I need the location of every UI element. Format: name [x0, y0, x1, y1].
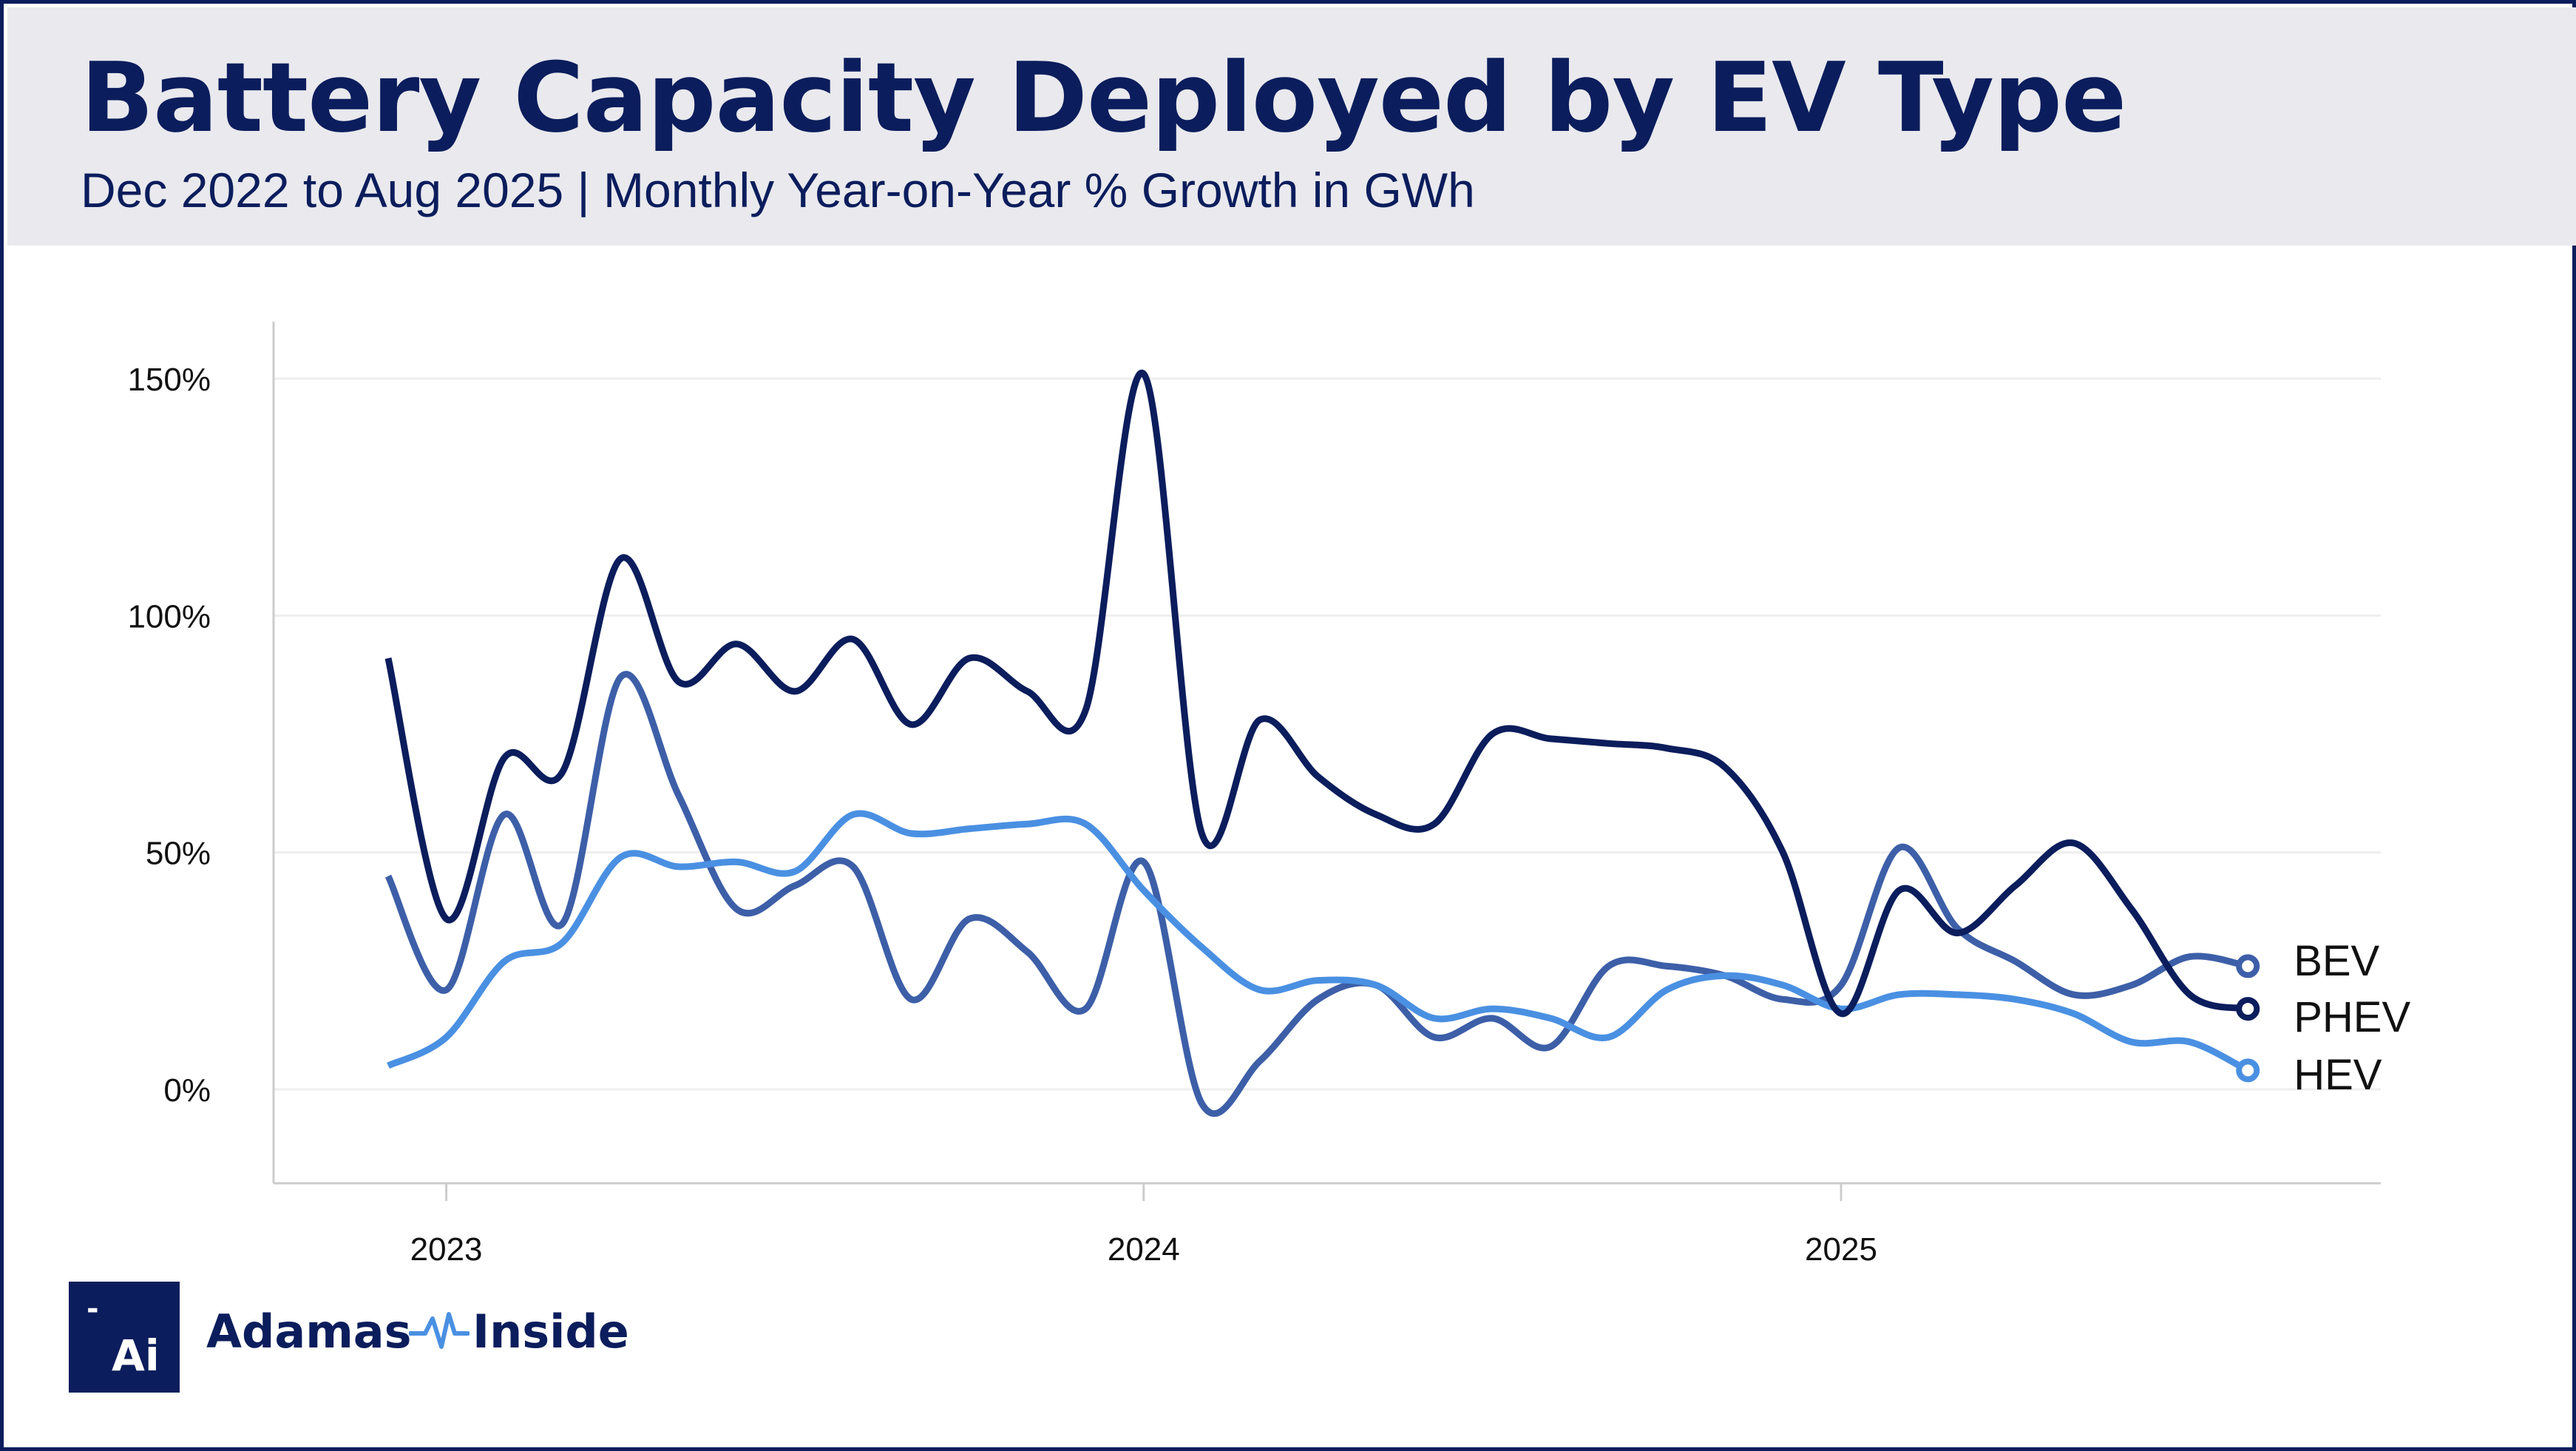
line-chart: 0% 50% 100% 150% 2023 2024 2025 BEV PHEV HEV	[127, 322, 2410, 1268]
end-marker-phev	[2236, 997, 2260, 1021]
series-label-phev: PHEV	[2294, 993, 2410, 1041]
page-subtitle: Dec 2022 to Aug 2025 | Monthly Year-on-Y…	[81, 163, 1475, 217]
x-tick-label: 2024	[1108, 1231, 1180, 1268]
logo-dash: -	[87, 1292, 99, 1326]
logo-text: Ai	[112, 1330, 160, 1381]
series-label-hev: HEV	[2294, 1051, 2382, 1099]
x-tick-label: 2023	[410, 1231, 483, 1268]
y-tick-label: 150%	[127, 362, 211, 398]
end-marker-bev	[2236, 954, 2260, 978]
brand-name-part1: Adamas	[206, 1305, 412, 1359]
y-tick-label: 100%	[127, 598, 211, 635]
brand-name-part2: Inside	[472, 1305, 629, 1359]
series-label-bev: BEV	[2294, 937, 2379, 985]
series-line-hev	[387, 810, 2250, 1074]
series-line-bev	[384, 671, 2249, 1117]
brand-logo: - Ai	[69, 1282, 180, 1393]
y-tick-label: 50%	[146, 836, 211, 872]
y-tick-label: 0%	[163, 1072, 211, 1109]
end-marker-hev	[2236, 1058, 2260, 1083]
header-band	[7, 7, 2576, 246]
page-title: Battery Capacity Deployed by EV Type	[81, 41, 2126, 154]
pulse-icon	[409, 1312, 470, 1349]
series-line-phev	[384, 369, 2249, 1018]
x-tick-label: 2025	[1805, 1231, 1877, 1268]
